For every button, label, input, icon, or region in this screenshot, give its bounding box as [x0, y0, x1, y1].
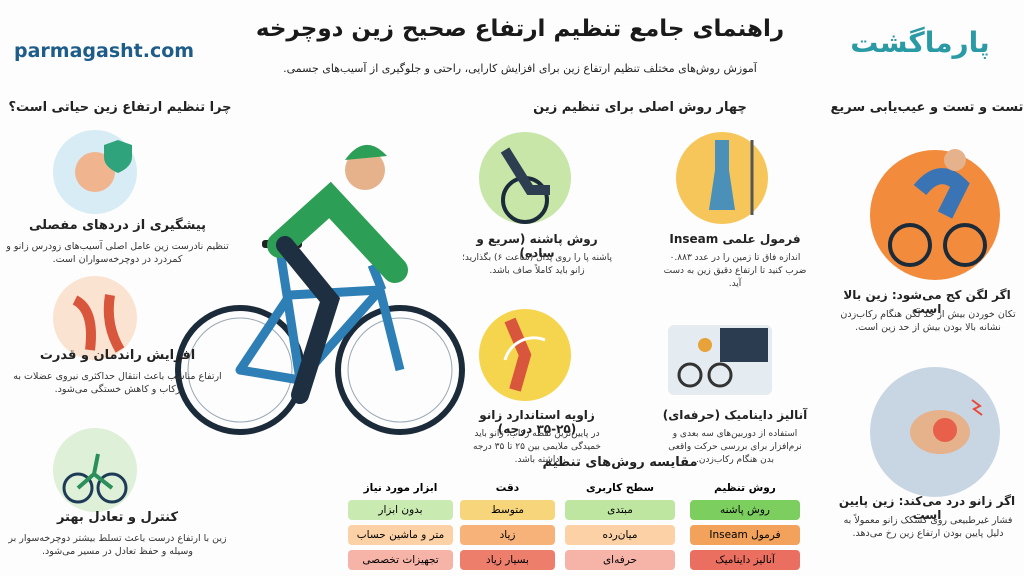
- table-cell: حرفه‌ای: [565, 550, 675, 570]
- method-title: زاویه استاندارد زانو (۲۵-۳۵ درجه): [479, 408, 595, 436]
- tip-title: اگر لگن کج می‌شود: زین بالا است: [843, 288, 1011, 316]
- subtitle: آموزش روش‌های مختلف تنظیم ارتفاع زین برا…: [283, 62, 757, 75]
- table-header: ابزار مورد نیاز: [363, 482, 438, 494]
- method-text: پاشنه پا را روی پدال (ساعت ۶) بگذارید؛ ز…: [462, 253, 612, 276]
- table-cell: فرمول Inseam: [690, 525, 800, 545]
- method-title: روش پاشنه (سریع و ساده): [476, 232, 598, 260]
- item-title: افزایش راندمان و قدرت: [39, 348, 196, 363]
- logo: پارماگشت: [850, 26, 990, 59]
- table-cell: مبتدی: [565, 500, 675, 520]
- table-cell: تجهیزات تخصصی: [348, 550, 453, 570]
- table-cell: متوسط: [460, 500, 555, 520]
- section-heading: چرا تنظیم ارتفاع زین حیاتی است؟: [8, 100, 232, 115]
- table-cell: زیاد: [460, 525, 555, 545]
- section-heading: تست و تست و عیب‌یابی سریع: [830, 100, 1024, 115]
- table-cell: متر و ماشین حساب: [348, 525, 453, 545]
- table-header: سطح کاربری: [586, 482, 654, 494]
- table-header: روش تنظیم: [714, 482, 776, 494]
- tip-text: فشار غیرطبیعی روی کشکک زانو معمولاً به د…: [843, 515, 1013, 539]
- method-text: در پایین‌ترین نقطه رکاب، زانو باید خمیدگ…: [473, 429, 601, 465]
- method-title: فرمول علمی Inseam: [669, 232, 801, 246]
- table-header: دقت: [495, 482, 520, 494]
- tip-text: تکان خوردن بیش از حد لگن هنگام رکاب‌زدن …: [840, 309, 1016, 333]
- table-title: مقایسه روش‌های تنظیم: [542, 455, 698, 470]
- item-text: تنظیم نادرست زین عامل اصلی آسیب‌های زودر…: [6, 241, 229, 265]
- section-heading: چهار روش اصلی برای تنظیم زین: [533, 100, 747, 115]
- item-text: زین با ارتفاع درست باعث تسلط بیشتر دوچرخ…: [8, 533, 227, 557]
- item-title: پیشگیری از دردهای مفصلی: [28, 218, 207, 233]
- method-title: آنالیز داینامیک (حرفه‌ای): [662, 408, 808, 422]
- title: راهنمای جامع تنظیم ارتفاع صحیح زین دوچرخ…: [255, 16, 785, 42]
- item-text: ارتفاع مناسب باعث انتقال حداکثری نیروی ع…: [13, 371, 222, 395]
- site: parmagasht.com: [14, 40, 195, 62]
- table-cell: روش پاشنه: [690, 500, 800, 520]
- item-title: کنترل و تعادل بهتر: [56, 510, 179, 525]
- method-text: اندازه فاق تا زمین را در عدد ۰.۸۸۳ ضرب ک…: [663, 253, 807, 289]
- table-cell: بسیار زیاد: [460, 550, 555, 570]
- table-cell: بدون ابزار: [348, 500, 453, 520]
- table-cell: آنالیز داینامیک: [690, 550, 800, 570]
- table-cell: میان‌رده: [565, 525, 675, 545]
- tip-title: اگر زانو درد می‌کند: زین پایین است: [838, 494, 1016, 522]
- method-text: استفاده از دوربین‌های سه بعدی و نرم‌افزا…: [668, 429, 802, 465]
